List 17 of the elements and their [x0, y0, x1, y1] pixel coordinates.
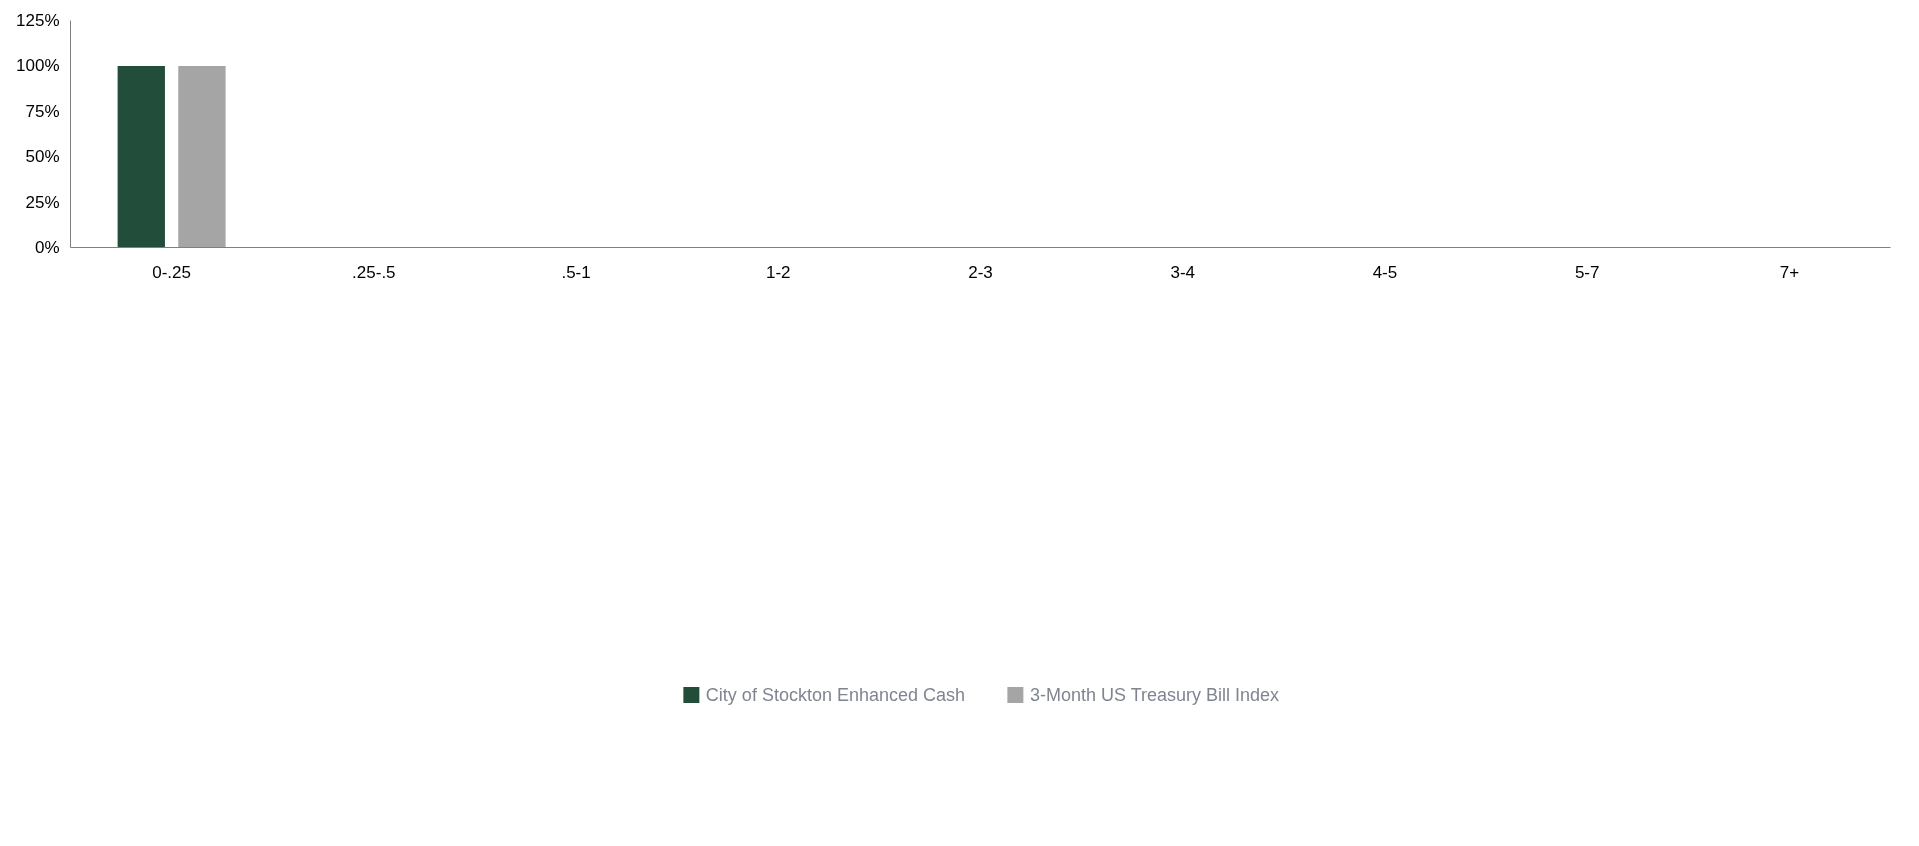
y-tick-label: 50% — [25, 147, 60, 167]
x-tick-label: 3-4 — [1170, 262, 1196, 282]
y-tick-label: 100% — [16, 56, 60, 76]
x-tick-label: .25-.5 — [352, 262, 396, 282]
x-tick-label: 1-2 — [765, 262, 791, 282]
x-tick-label: 0-.25 — [152, 262, 191, 282]
x-tick-label: 4-5 — [1372, 262, 1398, 282]
y-tick-label: 125% — [16, 11, 60, 30]
y-tick-label: 25% — [25, 192, 60, 212]
legend-label: City of Stockton Enhanced Cash — [705, 684, 966, 706]
x-tick-label: 7+ — [1779, 262, 1800, 282]
legend-label: 3-Month US Treasury Bill Index — [1030, 684, 1280, 706]
x-tick-label: 2-3 — [968, 262, 993, 282]
y-tick-label: 0% — [34, 238, 60, 257]
x-tick-label: 5-7 — [1574, 262, 1600, 282]
x-tick-label: .5-1 — [561, 262, 591, 282]
y-tick-label: 75% — [25, 101, 60, 121]
